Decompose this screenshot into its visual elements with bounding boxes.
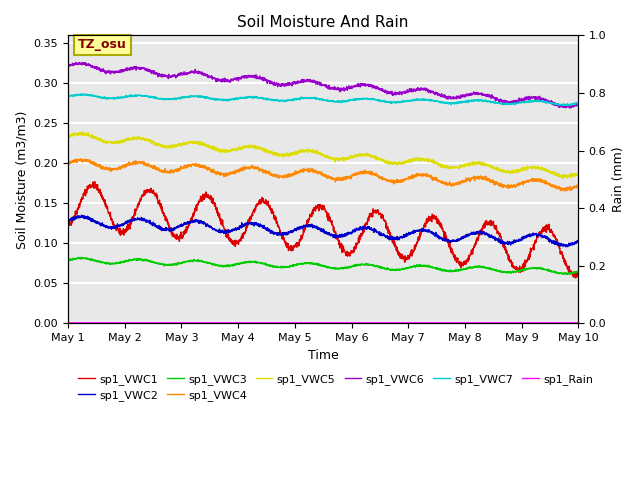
sp1_VWC6 (472, 91, 479, 97)
sp1_VWC4 (529, 177, 537, 182)
sp1_VWC5 (472, 161, 479, 167)
Y-axis label: Rain (mm): Rain (mm) (612, 146, 625, 212)
Title: Soil Moisture And Rain: Soil Moisture And Rain (237, 15, 409, 30)
sp1_VWC3 (338, 265, 346, 271)
sp1_VWC5 (349, 154, 356, 160)
sp1_VWC3 (544, 267, 552, 273)
sp1_VWC4 (575, 183, 582, 189)
Line: sp1_VWC2: sp1_VWC2 (68, 215, 579, 247)
Line: sp1_VWC7: sp1_VWC7 (68, 94, 579, 106)
sp1_VWC2 (349, 227, 356, 233)
sp1_VWC2 (575, 239, 582, 244)
sp1_VWC1 (575, 270, 582, 276)
sp1_VWC3 (575, 268, 582, 274)
sp1_VWC5 (77, 129, 85, 135)
sp1_VWC6 (566, 105, 573, 111)
sp1_VWC4 (544, 180, 552, 186)
sp1_VWC5 (559, 176, 567, 181)
sp1_Rain (543, 320, 551, 326)
sp1_VWC2 (78, 212, 86, 218)
Line: sp1_VWC3: sp1_VWC3 (68, 257, 579, 275)
sp1_VWC1 (572, 275, 580, 281)
sp1_VWC3 (77, 254, 85, 260)
sp1_VWC7 (338, 99, 346, 105)
sp1_VWC3 (563, 272, 571, 277)
sp1_Rain (349, 320, 356, 326)
sp1_VWC4 (349, 172, 356, 178)
Line: sp1_VWC6: sp1_VWC6 (68, 62, 579, 108)
sp1_VWC1 (529, 242, 537, 248)
sp1_VWC2 (562, 244, 570, 250)
sp1_Rain (338, 320, 346, 326)
Y-axis label: Soil Moisture (m3/m3): Soil Moisture (m3/m3) (15, 110, 28, 249)
sp1_VWC5 (207, 145, 214, 151)
sp1_VWC6 (76, 60, 83, 65)
sp1_VWC4 (338, 175, 346, 180)
sp1_VWC3 (64, 257, 72, 263)
sp1_Rain (64, 320, 72, 326)
sp1_VWC4 (76, 156, 84, 162)
X-axis label: Time: Time (308, 349, 339, 362)
sp1_VWC5 (529, 165, 537, 171)
sp1_VWC1 (91, 179, 99, 184)
sp1_VWC1 (544, 226, 552, 231)
sp1_VWC6 (544, 99, 552, 105)
sp1_VWC7 (79, 91, 87, 96)
sp1_VWC7 (349, 97, 356, 103)
sp1_VWC5 (544, 168, 552, 174)
sp1_VWC4 (64, 160, 72, 166)
sp1_VWC6 (338, 87, 346, 93)
sp1_VWC5 (338, 156, 346, 162)
sp1_Rain (529, 320, 537, 326)
sp1_VWC6 (207, 75, 214, 81)
sp1_VWC1 (349, 248, 356, 254)
sp1_VWC3 (349, 264, 356, 269)
sp1_VWC2 (338, 232, 346, 238)
sp1_VWC6 (575, 102, 582, 108)
sp1_VWC7 (575, 100, 582, 106)
sp1_Rain (471, 320, 479, 326)
sp1_VWC6 (64, 63, 72, 69)
sp1_VWC4 (560, 188, 568, 194)
Line: sp1_VWC1: sp1_VWC1 (68, 181, 579, 278)
sp1_VWC4 (472, 175, 479, 181)
sp1_VWC2 (544, 236, 552, 241)
sp1_VWC7 (207, 96, 214, 101)
sp1_VWC7 (472, 97, 479, 103)
sp1_VWC5 (575, 170, 582, 176)
Text: TZ_osu: TZ_osu (78, 38, 127, 51)
sp1_VWC6 (349, 84, 356, 89)
Legend: sp1_VWC1, sp1_VWC2, sp1_VWC3, sp1_VWC4, sp1_VWC5, sp1_VWC6, sp1_VWC7, sp1_Rain: sp1_VWC1, sp1_VWC2, sp1_VWC3, sp1_VWC4, … (74, 369, 598, 406)
sp1_VWC2 (207, 225, 214, 230)
sp1_Rain (575, 320, 582, 326)
sp1_VWC1 (338, 243, 346, 249)
sp1_VWC2 (472, 230, 479, 236)
sp1_VWC1 (207, 193, 214, 199)
sp1_VWC3 (529, 265, 537, 271)
sp1_VWC6 (529, 95, 537, 100)
sp1_VWC4 (207, 168, 214, 173)
sp1_VWC1 (472, 240, 479, 246)
Line: sp1_VWC4: sp1_VWC4 (68, 159, 579, 191)
sp1_VWC7 (529, 98, 537, 104)
sp1_VWC7 (544, 100, 552, 106)
sp1_VWC2 (529, 230, 537, 236)
sp1_VWC5 (64, 132, 72, 138)
sp1_VWC3 (472, 264, 479, 270)
sp1_VWC2 (64, 219, 72, 225)
sp1_VWC1 (64, 222, 72, 228)
sp1_VWC3 (207, 260, 214, 266)
Line: sp1_VWC5: sp1_VWC5 (68, 132, 579, 179)
sp1_Rain (207, 320, 214, 326)
sp1_VWC7 (64, 93, 72, 98)
sp1_VWC7 (560, 103, 568, 108)
